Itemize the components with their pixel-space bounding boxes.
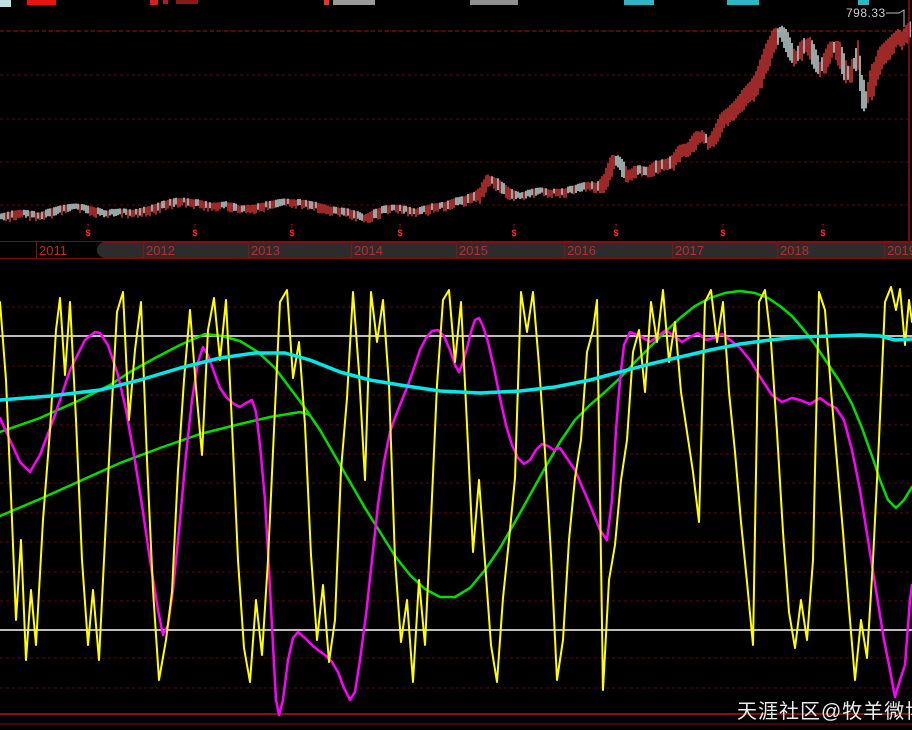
toolbar-fragment bbox=[470, 0, 518, 5]
up-arrow-icon: ↑ bbox=[614, 223, 618, 230]
toolbar-fragment bbox=[163, 0, 168, 4]
timeline-year[interactable]: 2015 bbox=[459, 243, 488, 258]
oscillator-gridlines bbox=[0, 306, 912, 725]
timeline-separator bbox=[777, 242, 778, 258]
timeline-year[interactable]: 2012 bbox=[146, 243, 175, 258]
dollar-icon: $ bbox=[613, 228, 619, 238]
timeline-separator bbox=[564, 242, 565, 258]
dollar-icon: $ bbox=[820, 228, 826, 238]
price-panel-borders bbox=[886, 0, 910, 258]
up-arrow-icon: ↑ bbox=[86, 223, 90, 230]
timeline-year[interactable]: 2017 bbox=[675, 243, 704, 258]
toolbar-fragment bbox=[858, 0, 869, 5]
split-dividend-marker[interactable]: ↑ $ bbox=[189, 223, 201, 238]
split-dividend-marker[interactable]: ↑ $ bbox=[610, 223, 622, 238]
timeline-year[interactable]: 2018 bbox=[780, 243, 809, 258]
timeline-separator bbox=[36, 242, 37, 258]
timeline-fill bbox=[97, 242, 912, 258]
last-price-label: 798.33 bbox=[846, 6, 886, 20]
dollar-icon: $ bbox=[397, 228, 403, 238]
toolbar-fragment bbox=[727, 0, 759, 5]
timeline-separator bbox=[351, 242, 352, 258]
split-dividend-marker[interactable]: ↑ $ bbox=[717, 223, 729, 238]
timeline-year[interactable]: 2013 bbox=[251, 243, 280, 258]
dollar-icon: $ bbox=[85, 228, 91, 238]
up-arrow-icon: ↑ bbox=[721, 223, 725, 230]
toolbar-fragment bbox=[324, 0, 329, 5]
timeline-separator bbox=[456, 242, 457, 258]
timeline-year[interactable]: 2016 bbox=[567, 243, 596, 258]
toolbar-fragment bbox=[333, 0, 375, 5]
timeline-bar[interactable]: 2011 2012 2013 2014 2015 2016 2017 2018 2019 bbox=[0, 241, 912, 259]
oscillator-lines bbox=[0, 286, 912, 717]
dollar-icon: $ bbox=[289, 228, 295, 238]
timeline-year[interactable]: 2011 bbox=[39, 243, 67, 258]
timeline-separator bbox=[143, 242, 144, 258]
timeline-separator bbox=[248, 242, 249, 258]
up-arrow-icon: ↑ bbox=[512, 223, 516, 230]
split-dividend-marker[interactable]: ↑ $ bbox=[508, 223, 520, 238]
toolbar-fragment bbox=[27, 0, 56, 5]
split-dividend-marker[interactable]: ↑ $ bbox=[286, 223, 298, 238]
toolbar-fragment bbox=[176, 0, 198, 4]
toolbar-fragment bbox=[150, 0, 158, 5]
dollar-icon: $ bbox=[720, 228, 726, 238]
toolbar-fragment bbox=[624, 0, 654, 5]
split-dividend-marker[interactable]: ↑ $ bbox=[394, 223, 406, 238]
price-panel-gridlines bbox=[0, 30, 912, 206]
dollar-icon: $ bbox=[192, 228, 198, 238]
split-dividend-marker[interactable]: ↑ $ bbox=[82, 223, 94, 238]
up-arrow-icon: ↑ bbox=[398, 223, 402, 230]
timeline-separator bbox=[672, 242, 673, 258]
timeline-year[interactable]: 2014 bbox=[354, 243, 383, 258]
watermark-text: 天涯社区@牧羊微博 bbox=[737, 701, 912, 723]
price-candlesticks bbox=[0, 21, 911, 223]
up-arrow-icon: ↑ bbox=[821, 223, 825, 230]
timeline-year[interactable]: 2019 bbox=[887, 243, 912, 258]
up-arrow-icon: ↑ bbox=[290, 223, 294, 230]
dollar-icon: $ bbox=[511, 228, 517, 238]
toolbar-fragment bbox=[0, 0, 11, 7]
timeline-separator bbox=[884, 242, 885, 258]
up-arrow-icon: ↑ bbox=[193, 223, 197, 230]
split-dividend-marker[interactable]: ↑ $ bbox=[817, 223, 829, 238]
